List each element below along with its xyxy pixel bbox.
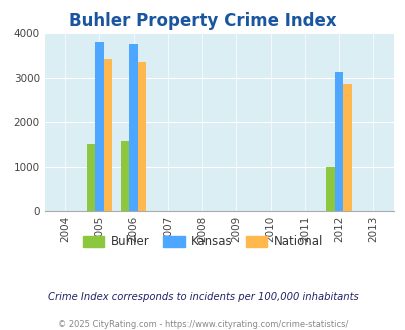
- Bar: [334, 72, 343, 211]
- Bar: [95, 42, 103, 211]
- Bar: [86, 145, 95, 211]
- Bar: [343, 84, 351, 211]
- Bar: [121, 141, 129, 211]
- Text: © 2025 CityRating.com - https://www.cityrating.com/crime-statistics/: © 2025 CityRating.com - https://www.city…: [58, 320, 347, 329]
- Text: Crime Index corresponds to incidents per 100,000 inhabitants: Crime Index corresponds to incidents per…: [47, 292, 358, 302]
- Bar: [103, 59, 112, 211]
- Text: Buhler Property Crime Index: Buhler Property Crime Index: [69, 12, 336, 30]
- Bar: [129, 44, 138, 211]
- Bar: [138, 62, 146, 211]
- Legend: Buhler, Kansas, National: Buhler, Kansas, National: [78, 231, 327, 253]
- Bar: [325, 167, 334, 211]
